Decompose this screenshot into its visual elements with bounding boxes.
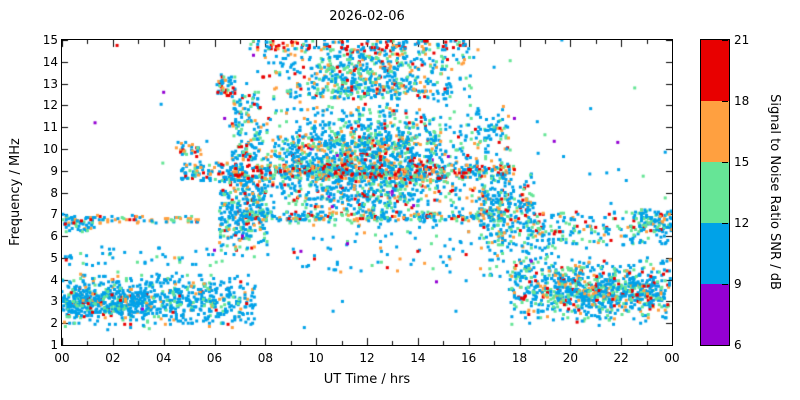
colorbar-tick	[722, 223, 728, 224]
y-tick-label: 1	[50, 338, 58, 352]
x-tick-label: 00	[54, 351, 70, 365]
colorbar-tick	[722, 284, 728, 285]
plot-area-canvas	[61, 39, 673, 346]
colorbar-tick	[722, 345, 728, 346]
y-tick-label: 15	[42, 33, 58, 47]
y-tick-label: 6	[50, 229, 58, 244]
colorbar-tick-label: 15	[734, 155, 750, 169]
colorbar-tick	[722, 101, 728, 102]
y-tick-label: 10	[42, 141, 58, 156]
colorbar-tick-label: 18	[734, 94, 750, 108]
colorbar-segment-red	[701, 40, 729, 101]
y-tick-label: 11	[42, 120, 58, 135]
y-tick-label: 9	[50, 163, 58, 178]
colorbar-tick-label: 12	[734, 216, 750, 230]
x-tick-label: 12	[359, 351, 375, 365]
x-tick-label: 02	[105, 351, 121, 365]
colorbar-tick	[722, 40, 728, 41]
x-tick-label: 22	[613, 351, 629, 365]
x-tick-label: 04	[156, 351, 172, 365]
x-tick-label: 06	[206, 351, 223, 365]
colorbar-tick-label: 21	[734, 33, 750, 47]
colorbar	[700, 39, 730, 346]
x-tick-label: 00	[664, 351, 680, 365]
x-axis-label: UT Time / hrs	[323, 372, 411, 387]
x-tick-label: 10	[308, 351, 324, 365]
y-tick-label: 4	[50, 272, 58, 287]
colorbar-tick	[722, 162, 728, 163]
x-tick-label: 20	[562, 351, 578, 365]
y-tick-label: 5	[50, 250, 58, 265]
y-tick-label: 2	[50, 316, 58, 331]
colorbar-tick-label: 6	[734, 338, 742, 352]
colorbar-segment-orange	[701, 101, 729, 162]
x-tick-label: 08	[257, 351, 273, 365]
colorbar-label: Signal to Noise Ratio SNR / dB	[767, 94, 782, 290]
colorbar-tick-label: 9	[734, 277, 742, 291]
x-tick-label: 14	[410, 351, 426, 365]
x-tick-label: 16	[461, 351, 477, 365]
chart-title: 2026-02-06	[329, 9, 405, 24]
y-tick-label: 13	[42, 76, 58, 91]
colorbar-segment-purple	[701, 284, 729, 345]
y-tick-label: 12	[42, 98, 58, 113]
y-tick-label: 8	[50, 185, 58, 200]
y-tick-label: 7	[50, 207, 58, 222]
colorbar-segment-blue	[701, 223, 729, 284]
y-tick-label: 14	[42, 54, 58, 69]
colorbar-segment-green	[701, 162, 729, 223]
y-tick-label: 3	[50, 294, 58, 309]
x-tick-label: 18	[511, 351, 528, 365]
